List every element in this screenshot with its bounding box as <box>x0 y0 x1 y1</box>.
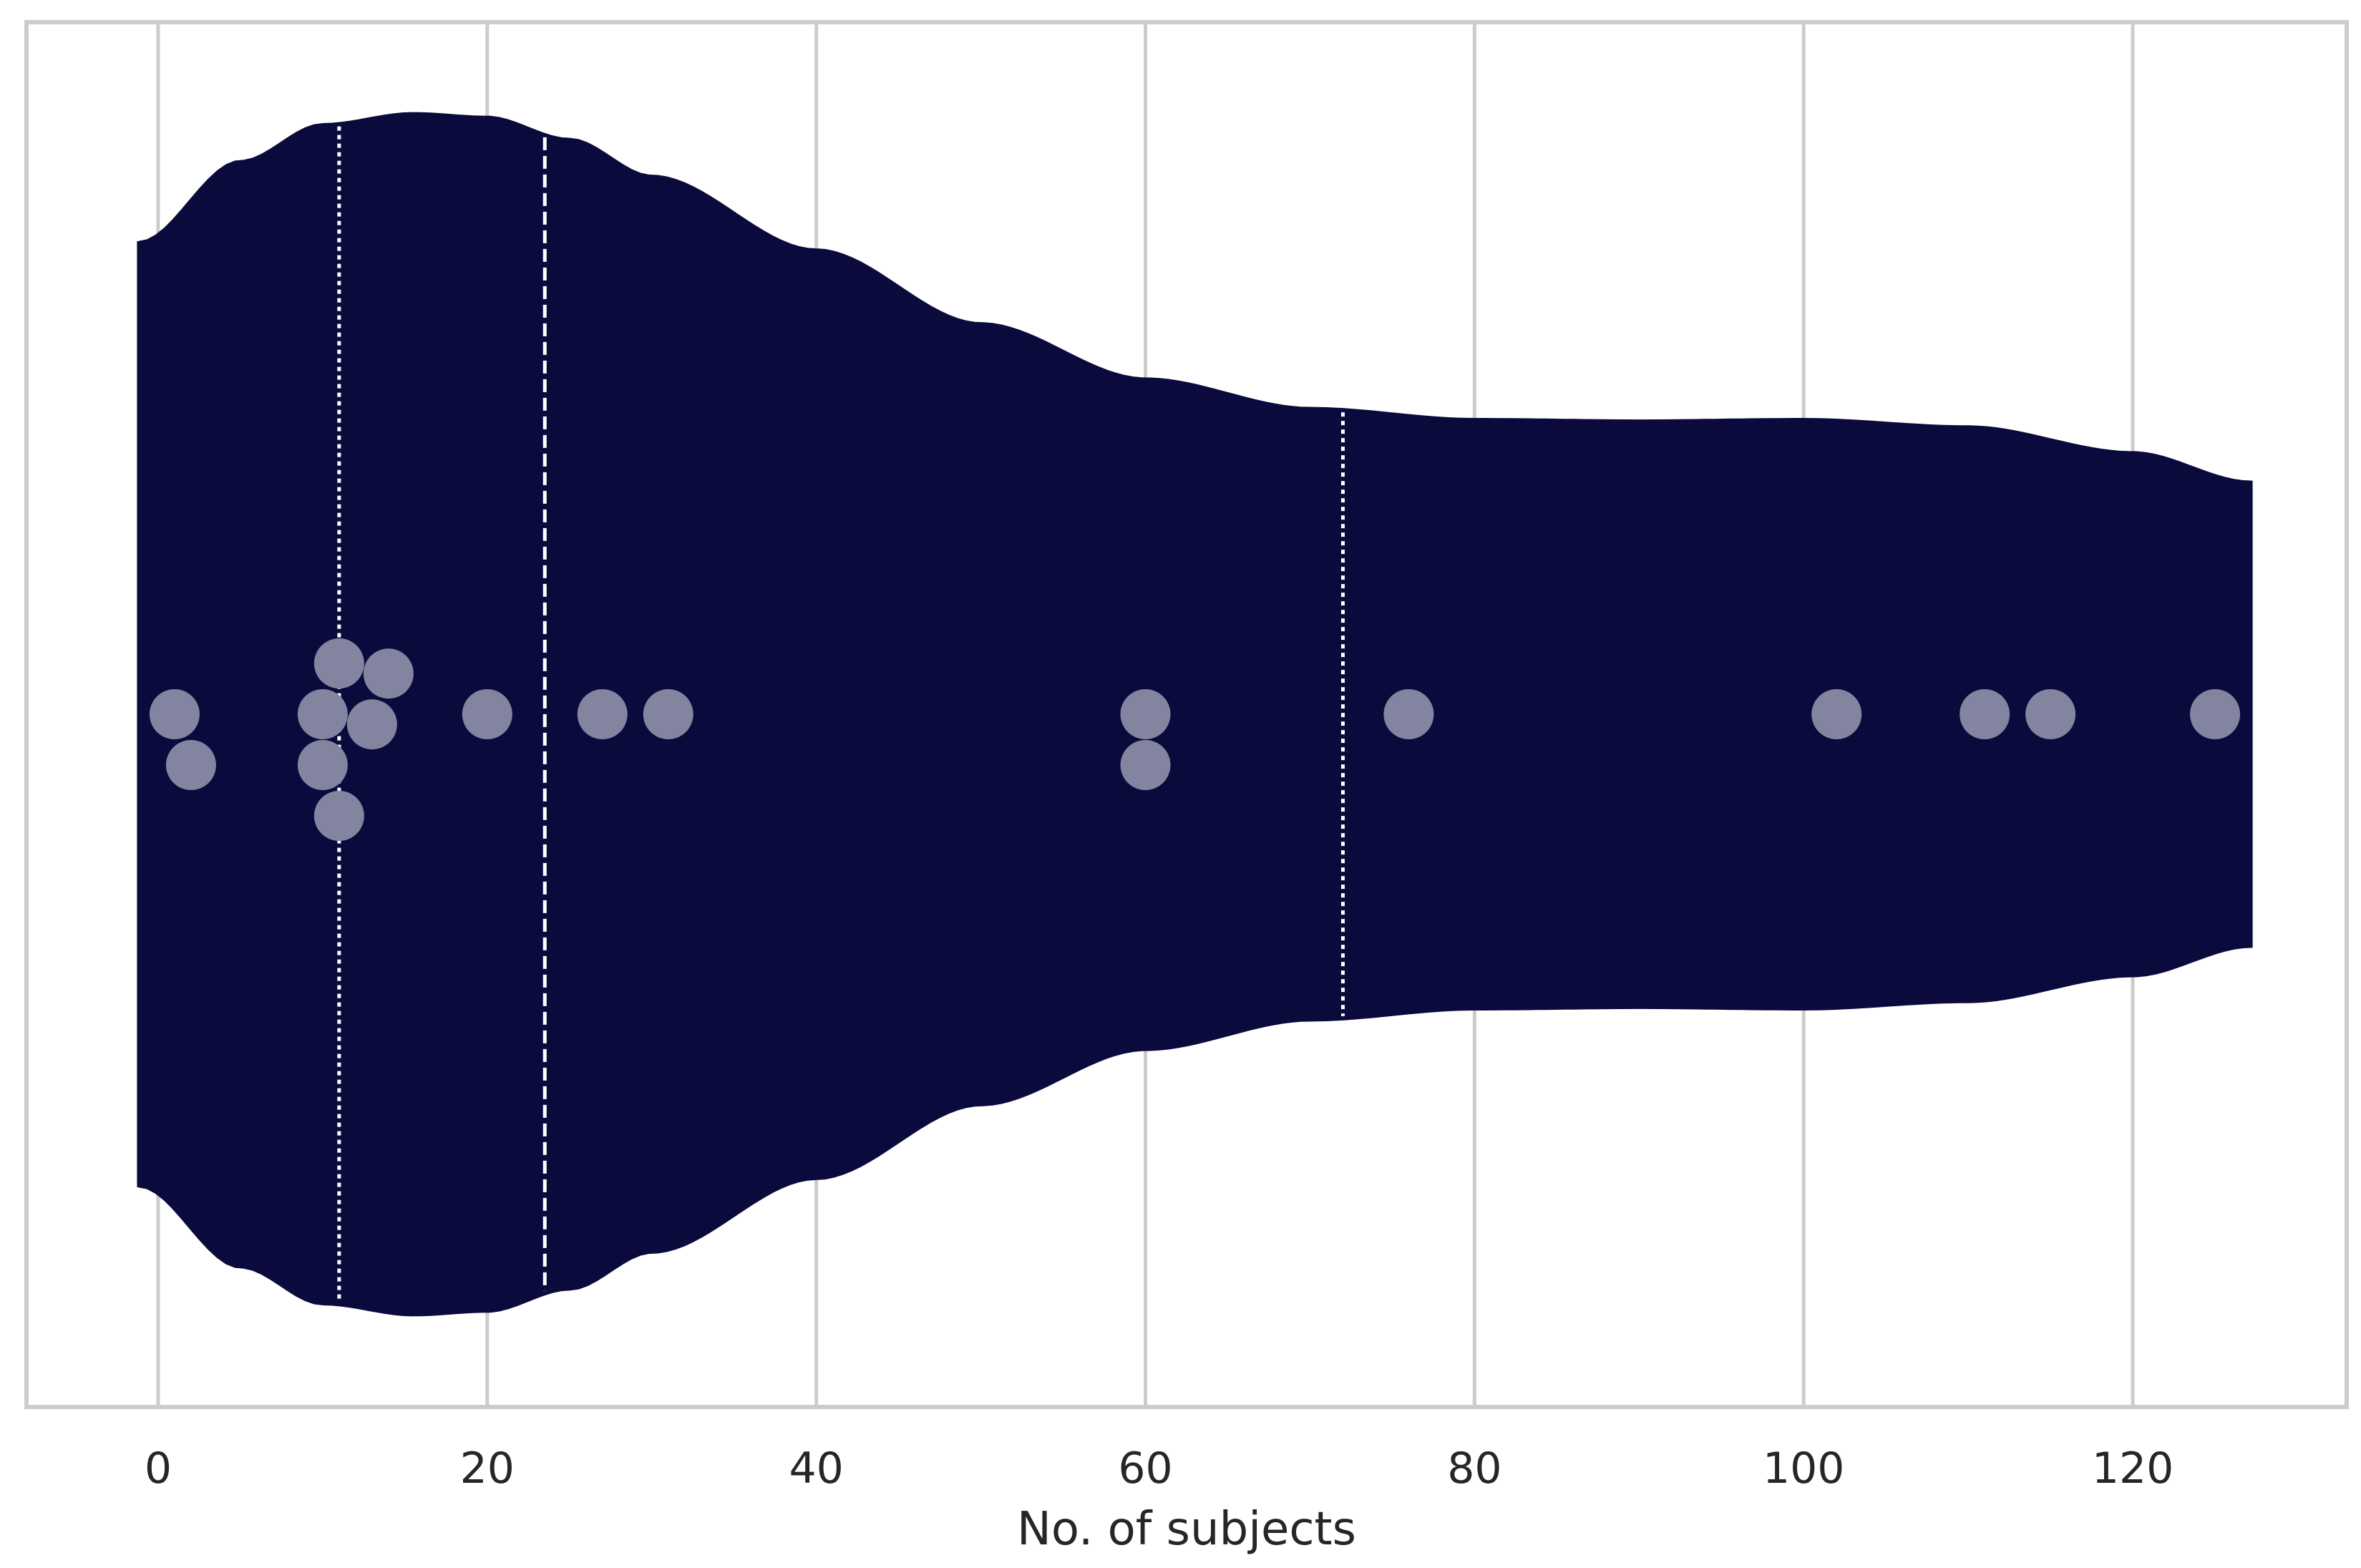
violin-body-group <box>137 112 2253 1317</box>
data-point <box>363 648 414 699</box>
data-point <box>462 689 512 739</box>
data-point <box>1120 689 1171 739</box>
data-point <box>149 689 200 739</box>
data-point <box>643 689 693 739</box>
x-tick-label: 0 <box>145 1443 172 1494</box>
x-tick-label: 20 <box>460 1443 515 1494</box>
data-point <box>2025 689 2076 739</box>
data-point <box>577 689 628 739</box>
data-point <box>1960 689 2010 739</box>
data-point <box>313 791 364 841</box>
data-point <box>297 689 348 739</box>
x-tick-label: 120 <box>2092 1443 2174 1494</box>
x-tick-label: 40 <box>789 1443 843 1494</box>
x-tick-label: 100 <box>1763 1443 1845 1494</box>
data-point <box>1811 689 1862 739</box>
data-point <box>346 699 397 750</box>
x-axis-label: No. of subjects <box>1017 1503 1356 1556</box>
data-points <box>149 638 2241 841</box>
x-tick-labels: 0 20 40 60 80 100 120 <box>145 1443 2174 1494</box>
data-point <box>165 740 216 790</box>
x-tick-label: 80 <box>1447 1443 1501 1494</box>
data-point <box>313 638 364 688</box>
data-point <box>297 740 348 790</box>
violin-body <box>137 112 2253 1317</box>
data-point <box>1120 740 1171 790</box>
x-tick-label: 60 <box>1118 1443 1172 1494</box>
data-point <box>1383 689 1434 739</box>
data-point <box>2190 689 2241 739</box>
plot-frame <box>24 20 2349 1409</box>
